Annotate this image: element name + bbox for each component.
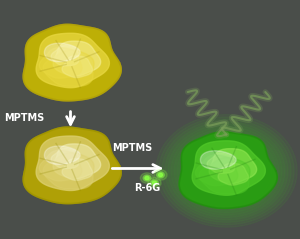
Polygon shape — [209, 149, 257, 184]
Circle shape — [148, 178, 161, 188]
Polygon shape — [36, 33, 110, 88]
Polygon shape — [207, 153, 235, 174]
Text: MPTMS: MPTMS — [4, 113, 45, 123]
Polygon shape — [44, 146, 80, 164]
Polygon shape — [39, 48, 82, 78]
Circle shape — [143, 175, 151, 181]
Polygon shape — [53, 144, 101, 179]
Polygon shape — [62, 158, 92, 180]
Circle shape — [151, 180, 158, 186]
Polygon shape — [43, 50, 94, 86]
Polygon shape — [43, 153, 94, 189]
Polygon shape — [192, 141, 266, 195]
Polygon shape — [199, 158, 250, 194]
Circle shape — [159, 117, 294, 225]
Polygon shape — [23, 24, 121, 101]
Polygon shape — [62, 56, 92, 78]
Polygon shape — [51, 148, 79, 169]
Polygon shape — [218, 163, 248, 185]
Polygon shape — [39, 150, 82, 181]
Polygon shape — [179, 132, 277, 208]
Polygon shape — [53, 41, 101, 76]
Polygon shape — [44, 43, 80, 62]
Circle shape — [154, 170, 167, 180]
Text: R-6G: R-6G — [134, 183, 160, 193]
Polygon shape — [36, 136, 110, 190]
Polygon shape — [200, 151, 236, 169]
Circle shape — [162, 120, 291, 222]
Circle shape — [152, 181, 157, 185]
Circle shape — [140, 173, 154, 183]
Circle shape — [158, 173, 163, 177]
Circle shape — [156, 114, 297, 227]
Polygon shape — [195, 155, 238, 186]
Polygon shape — [51, 45, 79, 66]
Circle shape — [145, 176, 149, 180]
Text: MPTMS: MPTMS — [112, 143, 153, 153]
Circle shape — [157, 172, 164, 178]
Polygon shape — [23, 127, 121, 204]
